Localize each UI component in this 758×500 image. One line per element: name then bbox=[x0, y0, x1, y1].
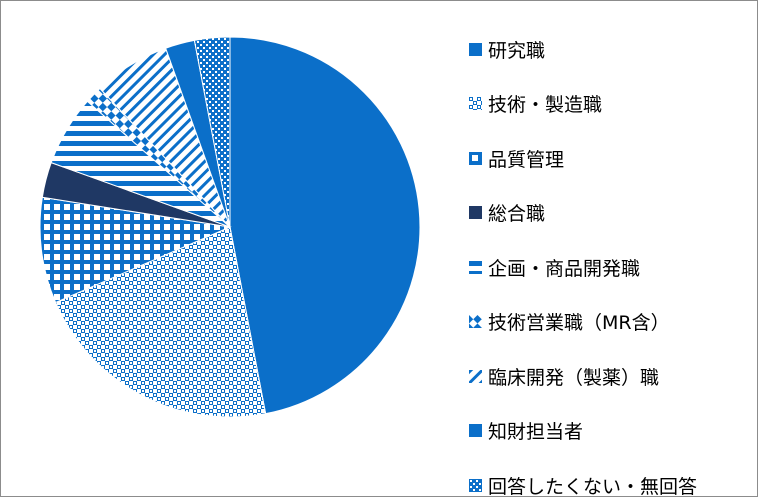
legend-item-8: 知財担当者 bbox=[469, 416, 583, 446]
legend-label: 総合職 bbox=[488, 203, 546, 225]
legend-swatch-icon bbox=[469, 369, 482, 383]
pie-slice-1 bbox=[229, 36, 421, 415]
legend-swatch-icon bbox=[469, 97, 482, 110]
legend-item-2: 技術・製造職 bbox=[469, 89, 602, 119]
pie-slice-9 bbox=[193, 36, 231, 228]
legend-swatch-icon bbox=[469, 206, 482, 219]
legend-swatch-icon bbox=[469, 424, 482, 437]
pie-slice-2 bbox=[54, 226, 267, 418]
legend-swatch-icon bbox=[469, 42, 482, 56]
legend-item-3: 品質管理 bbox=[469, 143, 564, 173]
legend-swatch-icon bbox=[469, 151, 482, 165]
legend-swatch-icon bbox=[469, 260, 482, 274]
legend-label: 回答したくない・無回答 bbox=[488, 475, 698, 498]
legend-swatch-icon bbox=[469, 478, 482, 492]
legend-label: 研究職 bbox=[488, 39, 546, 62]
legend-label: 知財担当者 bbox=[488, 421, 584, 443]
legend-label: 臨床開発（製薬）職 bbox=[488, 366, 660, 389]
legend-label: 技術・製造職 bbox=[488, 94, 603, 116]
legend-item-5: 企画・商品開発職 bbox=[469, 252, 640, 282]
legend-label: 品質管理 bbox=[488, 148, 565, 171]
legend-swatch-icon bbox=[469, 315, 482, 328]
pie-slice-3 bbox=[39, 196, 232, 304]
legend-item-6: 技術営業職（MR含） bbox=[469, 307, 670, 337]
legend-item-9: 回答したくない・無回答 bbox=[469, 470, 697, 500]
legend-item-7: 臨床開発（製薬）職 bbox=[469, 361, 659, 391]
legend-item-1: 研究職 bbox=[469, 34, 545, 64]
legend-label: 技術営業職（MR含） bbox=[488, 312, 670, 334]
legend-label: 企画・商品開発職 bbox=[488, 257, 641, 280]
legend-item-4: 総合職 bbox=[469, 198, 545, 228]
